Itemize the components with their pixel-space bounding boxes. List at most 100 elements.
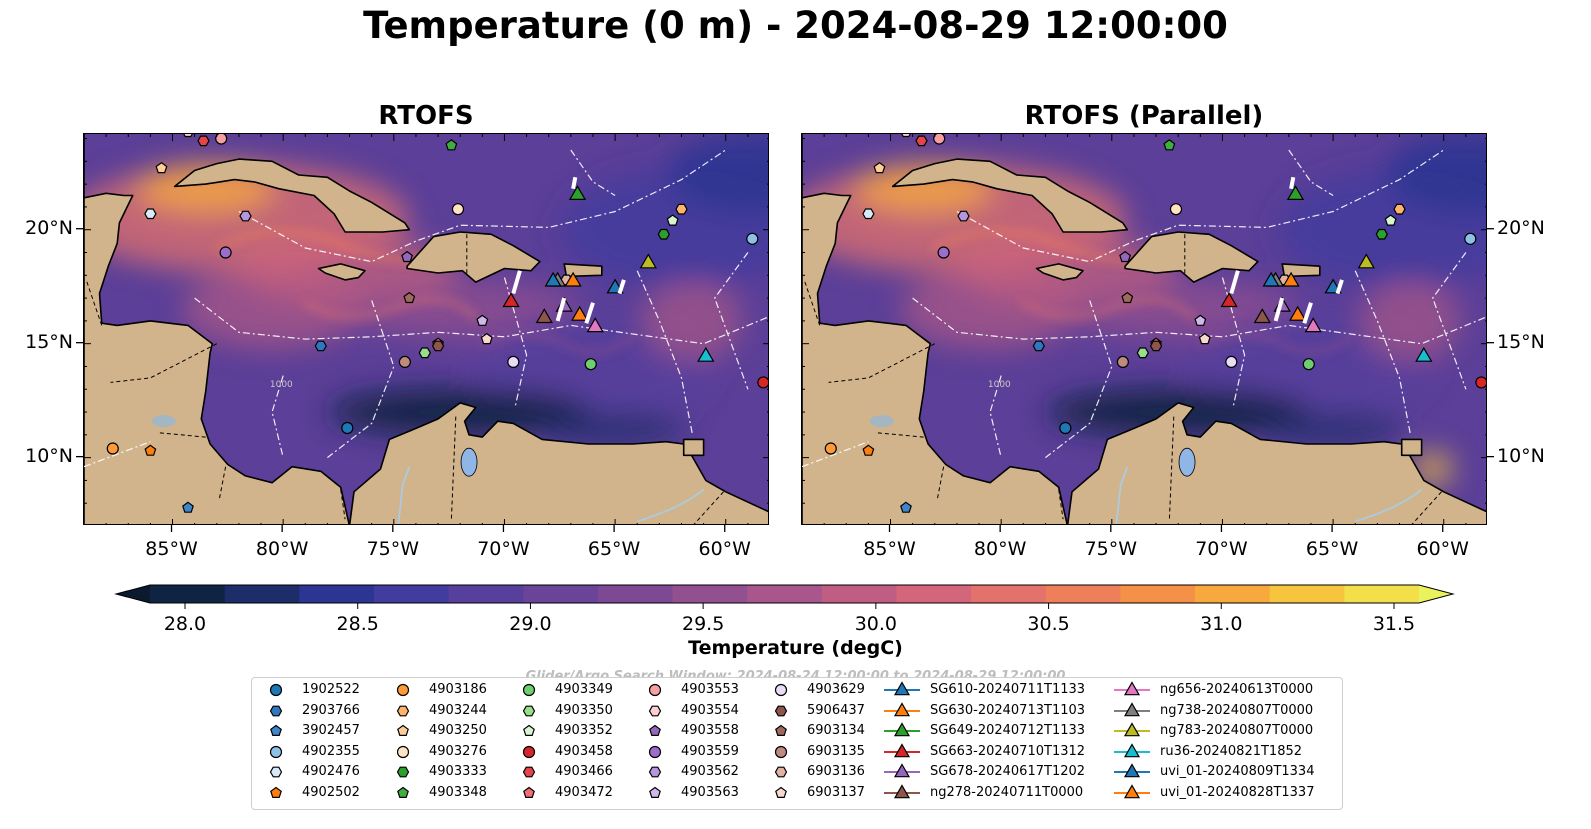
legend-marker-icon [396, 683, 410, 697]
land-mainlandWest [84, 134, 350, 524]
legend-label: ng738-20240807T0000 [1160, 702, 1314, 718]
colorbar-segment [1195, 585, 1271, 603]
legend-marker-icon [396, 705, 410, 716]
colorbar-tick-label: 31.0 [1200, 613, 1242, 633]
legend-triangle [893, 701, 911, 716]
colorbar-segment [150, 585, 226, 603]
glider-marker-uvi_01-20240828T1337 [1282, 271, 1300, 287]
legend-symbol [396, 766, 410, 778]
argo-marker-1902522 [1059, 421, 1072, 435]
glider-marker-uvi_01-20240809T1334 [1262, 271, 1280, 287]
legend-label: 4903563 [681, 785, 739, 800]
colorbar-tick-label: 30.0 [855, 613, 897, 633]
legend-marker-icon [884, 681, 920, 696]
legend-label: ru36-20240821T1852 [1160, 743, 1303, 759]
legend-label: SG678-20240617T1202 [930, 764, 1086, 780]
legend-symbol [648, 745, 662, 758]
colorbar-tick-label: 29.5 [682, 613, 724, 633]
legend-marker-icon [775, 786, 787, 798]
land-cuba [173, 158, 411, 233]
argo-marker-4903458 [1475, 376, 1486, 389]
argo-marker-4903466 [915, 135, 928, 147]
argo-marker-4903348 [445, 139, 458, 151]
lat-tick-label: 20°N [1497, 216, 1545, 239]
argo-marker-4903558 [1119, 250, 1132, 263]
legend-symbol [269, 745, 283, 758]
argo-marker-4902355 [1464, 232, 1477, 245]
legend-symbol [523, 786, 535, 798]
legend-marker-icon [648, 745, 662, 758]
glider-marker-ng783-20240807T0000 [639, 253, 657, 269]
legend-label: 6903137 [807, 785, 865, 800]
glider-marker-uvi_01-20240809T1334 [544, 271, 562, 287]
legend-label: 4903553 [681, 682, 739, 697]
legend-symbol [774, 705, 788, 716]
argo-marker-4903276 [451, 203, 465, 216]
lat-tick-label: 15°N [1497, 330, 1545, 353]
legend-label: uvi_01-20240828T1337 [1160, 785, 1315, 800]
land-southAmerica [348, 402, 768, 524]
argo-marker-4903554 [901, 134, 911, 138]
legend-marker-icon [775, 724, 787, 737]
argo-marker-4903333 [1375, 228, 1388, 240]
legend-triangle [1123, 784, 1141, 799]
colorbar-segment [597, 585, 674, 603]
legend-marker-icon [396, 766, 410, 778]
legend-symbol [396, 745, 410, 758]
lon-tick-label: 70°W [477, 538, 530, 560]
land-hispaniola [406, 231, 541, 283]
glider-marker-SG649-20240712T1133 [568, 185, 587, 201]
legend-symbol [397, 786, 409, 798]
argo-marker-6903137 [480, 332, 493, 345]
colorbar-extend-min [116, 585, 150, 603]
legend-label: SG610-20240711T1133 [930, 682, 1086, 697]
colorbar-segment [821, 585, 898, 603]
land-trinidad [1400, 438, 1423, 457]
argo-marker-4902476 [862, 208, 875, 220]
colorbar-segment [672, 585, 748, 603]
legend-triangle [1123, 722, 1141, 737]
legend-symbol [522, 683, 536, 697]
argo-marker-4903350 [418, 347, 431, 359]
colorbar-segment [1344, 585, 1420, 603]
legend-label: ng656-20240613T0000 [1160, 682, 1314, 697]
glider-marker-SG663-20240710T1312 [1220, 292, 1238, 308]
argo-marker-2903766 [314, 340, 327, 352]
argo-marker-4903333 [657, 228, 670, 240]
glider-marker-SG630-20240713T1103 [571, 305, 589, 321]
contour-label: 1000 [270, 380, 293, 390]
legend-marker-icon [1114, 701, 1150, 716]
legend-triangle [893, 763, 911, 778]
legend-label: 4903350 [555, 702, 613, 718]
legend-marker-icon [1114, 743, 1150, 758]
legend-marker-icon [648, 766, 662, 778]
legend-symbol [649, 786, 661, 798]
argo-marker-3902457 [182, 501, 194, 513]
colorbar-segment [373, 585, 450, 603]
legend-label: 4903244 [429, 702, 487, 718]
legend-label: SG649-20240712T1133 [930, 723, 1086, 739]
glider-marker-ng656-20240613T0000 [1304, 317, 1322, 333]
colorbar-tick-label: 31.5 [1373, 613, 1415, 633]
legend-label: 6903134 [807, 723, 865, 739]
legend-symbol [648, 705, 662, 716]
legend-triangle [1123, 763, 1141, 778]
glider-marker-ru36-20240821T1852 [697, 346, 715, 362]
lon-tick-label: 80°W [255, 538, 309, 560]
colorbar-segment [896, 585, 972, 603]
argo-marker-2903766 [1032, 340, 1045, 352]
argo-marker-6903134 [403, 291, 416, 304]
legend-label: 4903466 [555, 764, 613, 780]
glider-marker-uvi_01-20240828T1337 [564, 271, 582, 287]
lon-tick-label: 80°W [973, 538, 1027, 560]
legend-marker-icon [269, 766, 283, 778]
glider-marker-ng278-20240711T0000 [535, 308, 553, 324]
contour-label: 1000 [988, 380, 1011, 390]
colorbar-segment [1045, 585, 1122, 603]
legend-marker-icon [522, 705, 536, 716]
legend-label: 4903348 [429, 785, 487, 800]
legend-marker-icon [884, 784, 920, 799]
argo-marker-4903629 [507, 355, 520, 369]
legend-marker-icon [884, 701, 920, 716]
legend-symbol [648, 683, 662, 697]
